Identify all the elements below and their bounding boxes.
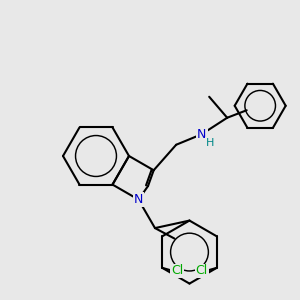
Text: N: N bbox=[134, 193, 143, 206]
Text: Cl: Cl bbox=[196, 264, 208, 277]
Text: Cl: Cl bbox=[171, 264, 183, 277]
Text: H: H bbox=[206, 138, 214, 148]
Text: N: N bbox=[197, 128, 206, 141]
